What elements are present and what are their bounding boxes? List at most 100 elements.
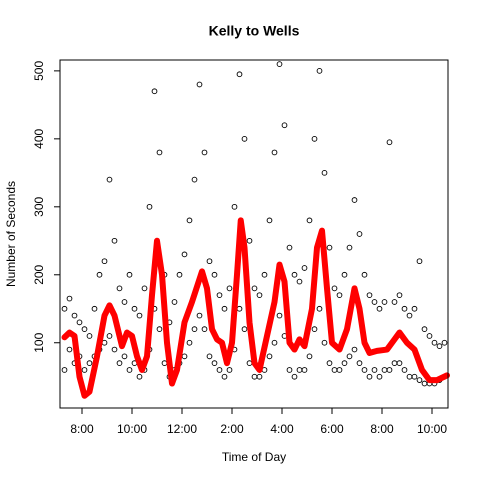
data-point (351, 346, 358, 353)
x-tick-label: 6:00 (320, 422, 344, 436)
data-point (356, 360, 363, 366)
data-point (206, 258, 213, 265)
data-point (426, 333, 433, 339)
data-point (226, 285, 233, 292)
data-point (276, 312, 283, 319)
data-point (96, 271, 103, 278)
y-tick-label: 300 (32, 196, 46, 216)
data-point (441, 339, 448, 346)
data-point (411, 373, 418, 380)
data-point (351, 197, 358, 203)
data-point (266, 353, 273, 360)
plot-frame (59, 59, 449, 409)
data-point (256, 373, 263, 380)
x-tick-label: 12:00 (167, 422, 197, 436)
data-point (86, 360, 93, 366)
data-point (251, 285, 258, 292)
data-point (121, 353, 128, 360)
data-point (156, 326, 163, 333)
data-point (91, 305, 98, 312)
data-point (376, 373, 383, 380)
data-point (191, 326, 198, 333)
y-tick-label: 200 (32, 264, 46, 284)
data-point (316, 68, 323, 74)
data-point (401, 367, 408, 373)
data-point (411, 305, 418, 312)
data-point (361, 271, 368, 278)
data-point (196, 81, 203, 88)
data-point (311, 135, 318, 142)
data-point (131, 305, 138, 312)
data-point (291, 373, 298, 380)
data-point (266, 217, 273, 224)
data-point (66, 295, 73, 302)
data-point (76, 319, 83, 326)
data-point (331, 285, 338, 292)
data-point (326, 244, 333, 251)
data-point (271, 339, 278, 346)
data-point (321, 339, 328, 346)
x-tick-label: 2:00 (220, 422, 244, 436)
data-point (226, 367, 233, 373)
data-point (191, 176, 198, 183)
data-point (301, 367, 308, 373)
data-point (231, 203, 238, 210)
x-axis-label: Time of Day (222, 450, 286, 464)
data-point (101, 258, 108, 265)
data-point (186, 217, 193, 224)
data-point (306, 353, 313, 360)
data-point (116, 285, 123, 292)
data-point (396, 292, 403, 299)
data-point (421, 326, 428, 333)
data-point (296, 278, 303, 285)
y-tick-label: 500 (32, 61, 46, 81)
y-tick-label: 100 (32, 332, 46, 352)
data-point (121, 299, 128, 305)
data-point (346, 244, 353, 251)
data-point (366, 292, 373, 299)
data-point (136, 373, 143, 380)
data-point (116, 360, 123, 366)
data-point (156, 149, 163, 156)
data-point (246, 237, 253, 244)
data-point (316, 305, 323, 312)
data-point (106, 333, 113, 339)
data-point (146, 203, 153, 210)
data-point (301, 265, 308, 271)
data-point (256, 292, 263, 299)
data-point (436, 343, 443, 349)
data-point (391, 299, 398, 305)
data-point (181, 251, 188, 258)
data-point (171, 299, 178, 305)
data-point (201, 149, 208, 156)
data-point (386, 367, 393, 373)
data-point (136, 312, 143, 319)
data-point (336, 367, 343, 373)
data-point (186, 339, 193, 346)
data-point (341, 360, 348, 366)
data-point (291, 271, 298, 278)
data-point (81, 326, 88, 333)
data-point (346, 353, 353, 360)
data-point (81, 367, 88, 373)
data-point (126, 271, 133, 278)
x-tick-label: 4:00 (270, 422, 294, 436)
data-point (381, 299, 388, 305)
data-point (356, 231, 363, 237)
data-point (201, 326, 208, 333)
data-point (216, 292, 223, 299)
data-point (71, 312, 78, 319)
data-point (206, 353, 213, 360)
data-point (306, 217, 313, 224)
smooth-line (61, 217, 450, 399)
data-point (61, 305, 68, 312)
data-point (386, 139, 393, 146)
x-tick-label: 10:00 (117, 422, 147, 436)
data-point (396, 360, 403, 366)
data-point (401, 305, 408, 312)
data-point (241, 135, 248, 142)
data-point (106, 176, 113, 183)
chart-title: Kelly to Wells (209, 23, 300, 39)
data-point (361, 367, 368, 373)
